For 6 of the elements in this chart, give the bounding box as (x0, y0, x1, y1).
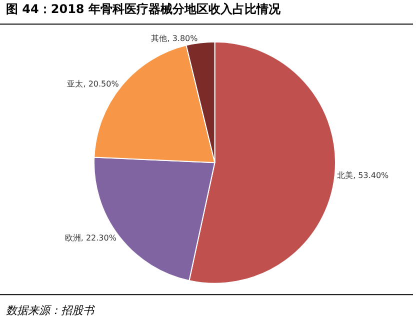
chart-title: 图 44：2018 年骨科医疗器械分地区收入占比情况 (6, 2, 282, 16)
source-note: 数据来源：招股书 (6, 304, 96, 317)
slice-label: 欧洲, 22.30% (64, 233, 117, 242)
slice-label: 亚太, 20.50% (67, 80, 120, 89)
slice-label: 北美, 53.40% (337, 171, 390, 180)
slice-label: 其他, 3.80% (151, 34, 198, 43)
